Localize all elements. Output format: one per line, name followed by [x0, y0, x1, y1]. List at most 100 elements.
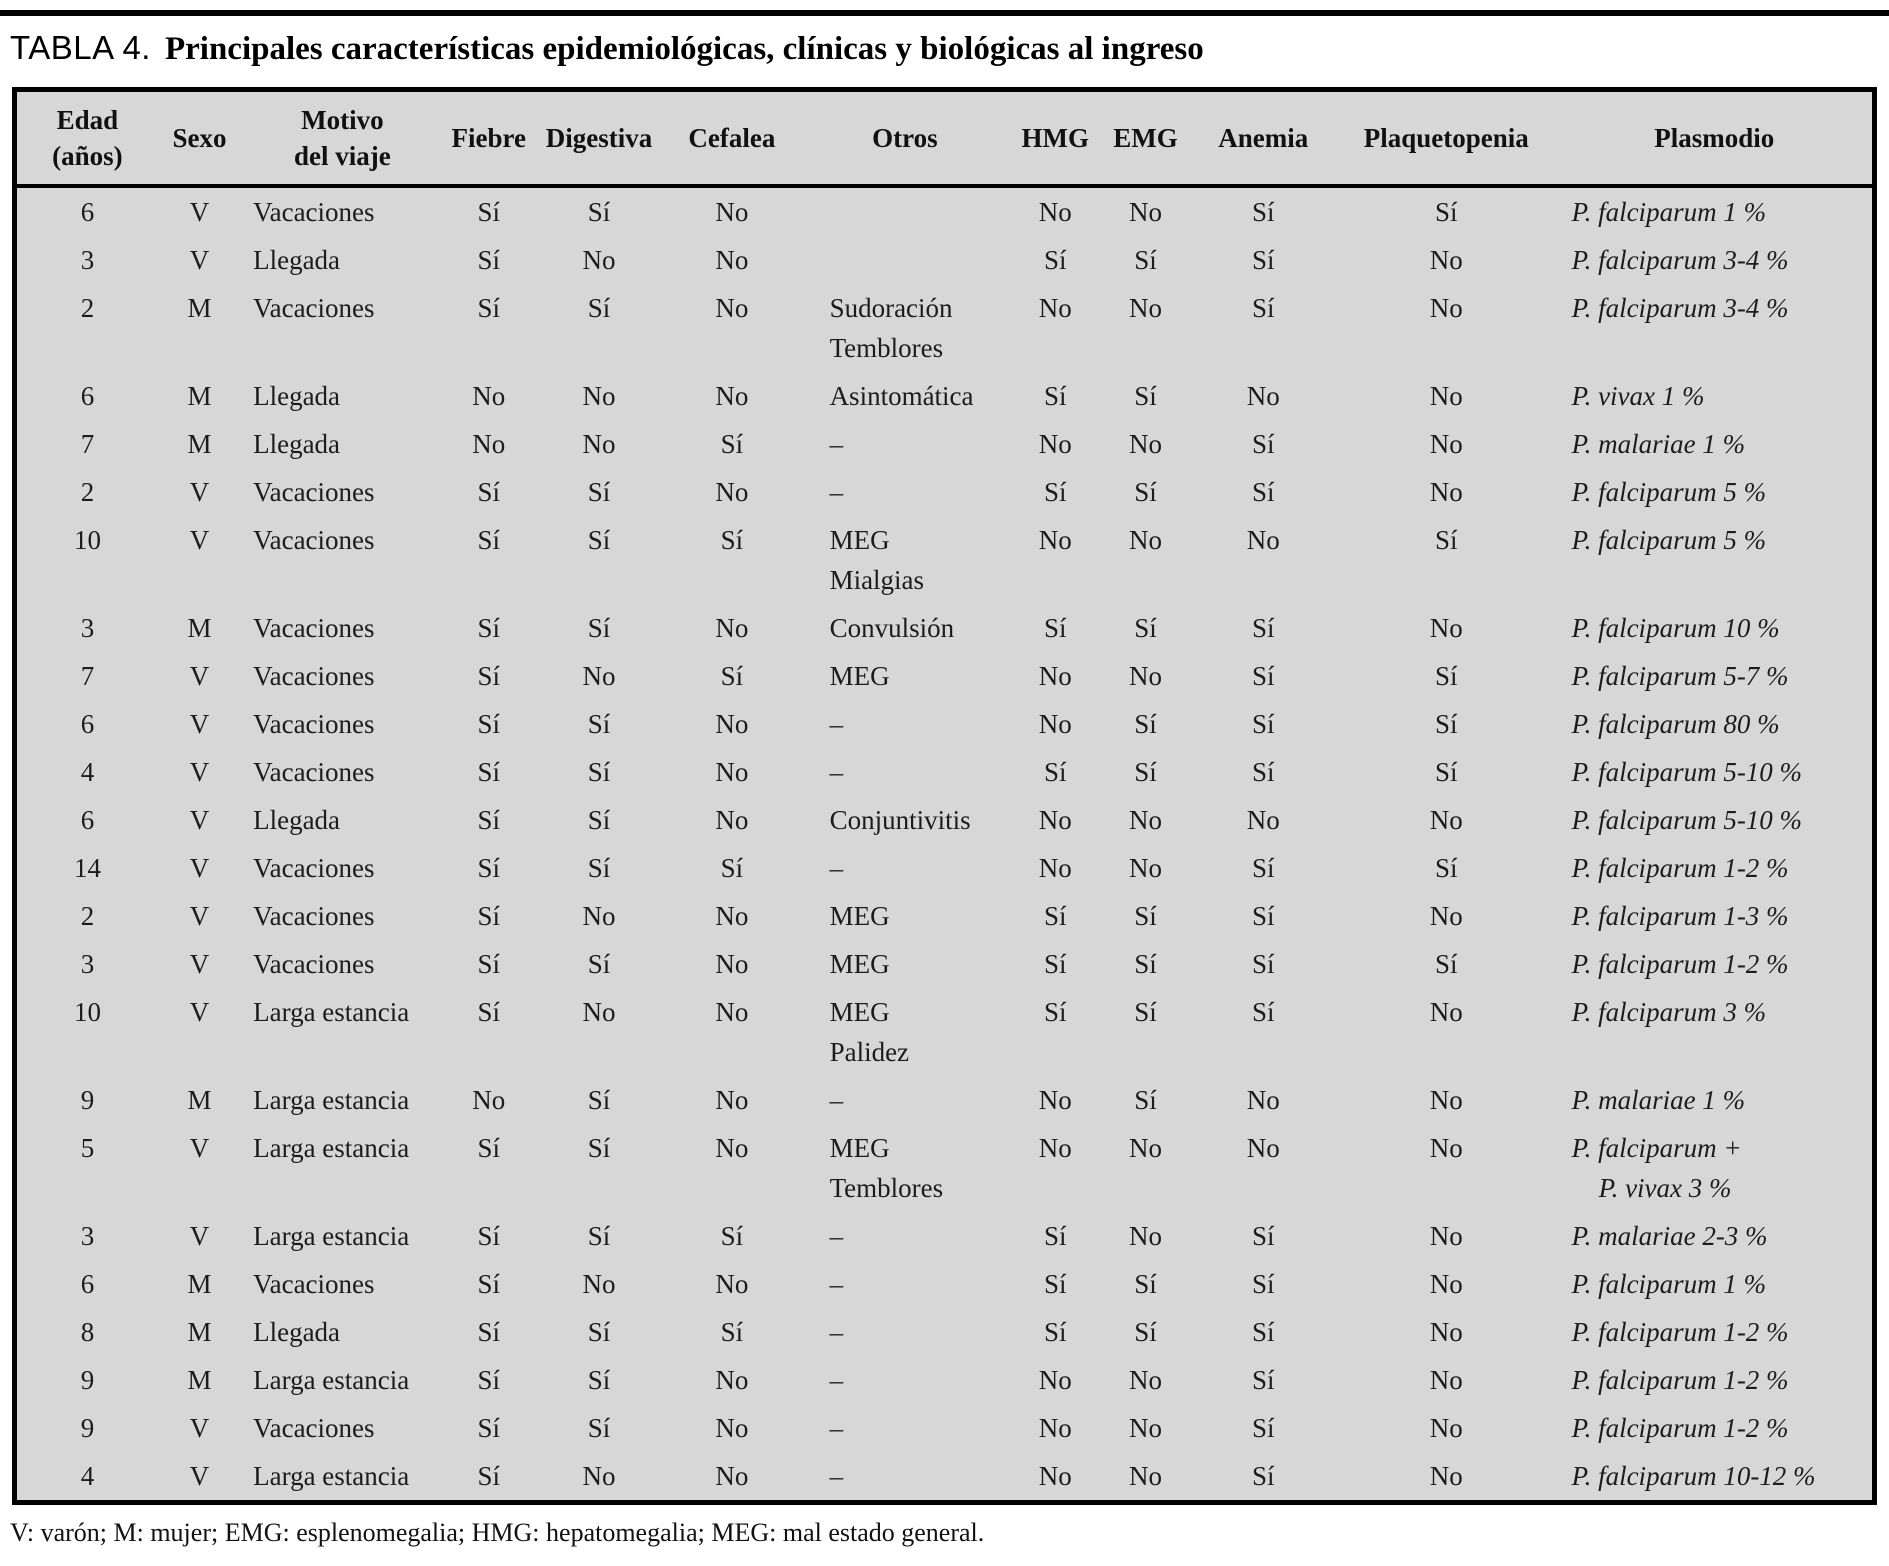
cell-plaquetopenia: No: [1429, 613, 1463, 643]
cell-emg: Sí: [1134, 1269, 1157, 1299]
cell-plasmodio: P. falciparum 5 %: [1571, 525, 1767, 555]
cell-emg: Sí: [1134, 901, 1157, 931]
cell-hmg: No: [1038, 805, 1072, 835]
cell-cefalea: No: [715, 1461, 749, 1491]
cell-plasmodio: P. falciparum 1-2 %: [1571, 1317, 1789, 1347]
cell-otros: Conjuntivitis: [829, 805, 971, 835]
cell-sexo: V: [189, 757, 210, 787]
cell-sexo: V: [189, 709, 210, 739]
cell-cefalea: No: [715, 477, 749, 507]
cell-cefalea: No: [715, 709, 749, 739]
cell-emg: No: [1128, 293, 1162, 323]
table-row: 14 V Vacaciones Sí Sí Sí – No No Sí Sí P. falciparu…: [15, 844, 1875, 892]
cell-emg: Sí: [1134, 477, 1157, 507]
cell-edad: 6: [80, 805, 95, 835]
cell-plaquetopenia: No: [1429, 1317, 1463, 1347]
cell-anemia: Sí: [1252, 245, 1275, 275]
cell-motivo: Larga estancia: [253, 1085, 410, 1115]
cell-fiebre: Sí: [477, 901, 500, 931]
cell-otros: Asintomática: [829, 381, 974, 411]
cell-hmg: No: [1038, 525, 1072, 555]
column-header-plaquetopenia: Plaquetopenia: [1363, 123, 1529, 153]
cell-edad: 3: [80, 1221, 95, 1251]
cell-otros: Sudoración Temblores: [829, 293, 953, 363]
cell-plaquetopenia: No: [1429, 901, 1463, 931]
cell-plaquetopenia: No: [1429, 1221, 1463, 1251]
cell-hmg: No: [1038, 1133, 1072, 1163]
cell-fiebre: Sí: [477, 1461, 500, 1491]
cell-motivo: Llegada: [253, 805, 341, 835]
cell-otros: –: [829, 709, 844, 739]
cell-emg: Sí: [1134, 997, 1157, 1027]
cell-motivo: Larga estancia: [253, 1133, 410, 1163]
cell-sexo: M: [187, 429, 212, 459]
cell-fiebre: Sí: [477, 1317, 500, 1347]
cell-otros: –: [829, 1461, 844, 1491]
cell-digestiva: Sí: [587, 757, 611, 787]
cell-sexo: V: [189, 1133, 210, 1163]
top-rule: [0, 10, 1889, 16]
cell-motivo: Vacaciones: [253, 949, 375, 979]
cell-sexo: V: [189, 805, 210, 835]
cell-plasmodio: P. falciparum 5 %: [1571, 477, 1767, 507]
cell-edad: 9: [80, 1413, 95, 1443]
cell-anemia: Sí: [1252, 197, 1275, 227]
cell-plaquetopenia: No: [1429, 477, 1463, 507]
cell-digestiva: No: [582, 245, 616, 275]
cell-sexo: V: [189, 525, 210, 555]
cell-plasmodio: P. falciparum 1 %: [1571, 1269, 1767, 1299]
cell-cefalea: No: [715, 757, 749, 787]
cell-plasmodio: P. falciparum 1 %: [1571, 197, 1767, 227]
cell-plasmodio: P. falciparum 1-2 %: [1571, 1413, 1789, 1443]
cell-cefalea: Sí: [720, 429, 744, 459]
cell-anemia: Sí: [1252, 1269, 1275, 1299]
cell-digestiva: Sí: [587, 1085, 611, 1115]
cell-hmg: Sí: [1043, 1317, 1067, 1347]
cell-motivo: Vacaciones: [253, 477, 375, 507]
cell-digestiva: Sí: [587, 1221, 611, 1251]
cell-sexo: V: [189, 1461, 210, 1491]
column-header-otros: Otros: [872, 123, 938, 153]
column-header-emg: EMG: [1113, 123, 1178, 153]
column-header-digestiva: Digestiva: [545, 123, 653, 153]
cell-edad: 8: [80, 1317, 95, 1347]
table-row: 10 V Vacaciones Sí Sí Sí MEG Mialgias No No No Sí P…: [15, 516, 1875, 604]
cell-cefalea: No: [715, 949, 749, 979]
cell-fiebre: Sí: [477, 1413, 500, 1443]
cell-motivo: Vacaciones: [253, 901, 375, 931]
cell-edad: 7: [80, 429, 95, 459]
cell-cefalea: Sí: [720, 525, 744, 555]
cell-sexo: M: [187, 293, 212, 323]
cell-plasmodio: P. falciparum 5-10 %: [1571, 757, 1803, 787]
cell-emg: No: [1128, 1413, 1162, 1443]
cell-otros: MEG Palidez: [829, 997, 910, 1067]
cell-plasmodio: P. falciparum 5-7 %: [1571, 661, 1789, 691]
cell-plasmodio: P. falciparum 3-4 %: [1571, 245, 1789, 275]
cell-anemia: Sí: [1252, 757, 1275, 787]
cell-otros: –: [829, 853, 844, 883]
column-header-motivo: Motivo del viaje: [293, 105, 391, 171]
cell-digestiva: No: [582, 381, 616, 411]
cell-hmg: Sí: [1043, 997, 1067, 1027]
table-row: 3 V Llegada Sí No No Sí Sí Sí No P. falciparum 3-4…: [15, 236, 1875, 284]
cell-sexo: M: [187, 381, 212, 411]
cell-hmg: Sí: [1043, 1269, 1067, 1299]
cell-edad: 3: [80, 245, 95, 275]
table-row: 5 V Larga estancia Sí Sí No MEG Temblores No No N…: [15, 1124, 1875, 1212]
cell-sexo: V: [189, 1221, 210, 1251]
cell-hmg: No: [1038, 709, 1072, 739]
cell-digestiva: Sí: [587, 853, 611, 883]
cell-otros: Convulsión: [829, 613, 955, 643]
table-row: 6 V Vacaciones Sí Sí No – No Sí Sí Sí P. falciparum…: [15, 700, 1875, 748]
cell-hmg: Sí: [1043, 613, 1067, 643]
table-row: 4 V Vacaciones Sí Sí No – Sí Sí Sí Sí P. falciparum…: [15, 748, 1875, 796]
cell-plasmodio: P. falciparum 3 %: [1571, 997, 1767, 1027]
cell-otros: –: [829, 1413, 844, 1443]
column-header-edad: Edad (años): [52, 105, 123, 171]
cell-digestiva: Sí: [587, 709, 611, 739]
cell-fiebre: Sí: [477, 1365, 500, 1395]
cell-sexo: M: [187, 613, 212, 643]
cell-otros: [800, 236, 1011, 284]
cell-digestiva: Sí: [587, 805, 611, 835]
cell-edad: 5: [80, 1133, 95, 1163]
